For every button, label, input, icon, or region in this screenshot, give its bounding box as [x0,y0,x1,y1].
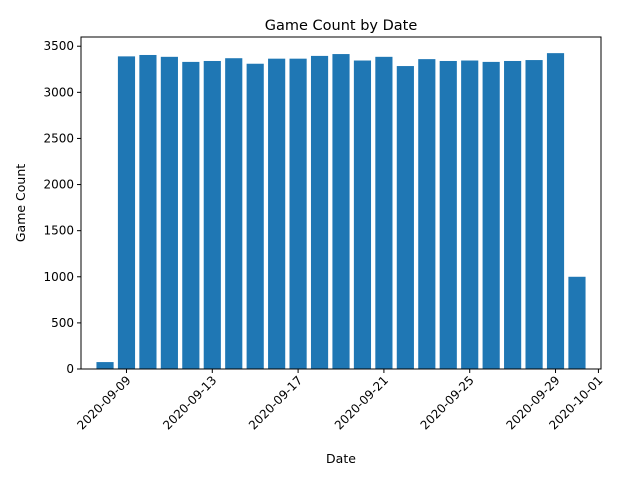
bar [117,56,136,370]
bar [353,60,372,370]
y-tick-label: 0 [66,362,74,376]
y-axis-label: Game Count [13,164,28,242]
bar [203,60,221,369]
x-tick-label: 2020-09-17 [246,373,305,432]
bar [546,53,565,369]
bar [375,56,393,369]
y-tick-label: 500 [51,316,74,330]
bar [310,55,329,369]
x-axis-label: Date [326,451,356,466]
bar [525,60,543,370]
bar [246,63,264,370]
x-tick-label: 2020-09-13 [160,373,219,432]
bar [568,276,586,369]
x-axis: 2020-09-09 2020-09-13 2020-09-17 2020-09-21… [74,369,606,432]
y-axis: 0 500 1000 1500 2000 2500 3000 3500 [43,39,81,376]
bar [268,58,286,370]
y-tick-label: 1500 [43,224,74,238]
y-tick-label: 3000 [43,85,74,99]
bar [482,61,500,370]
bars-group [96,53,586,370]
bar [461,60,479,370]
y-tick-label: 2500 [43,131,74,145]
y-tick-label: 2000 [43,178,74,192]
bar [332,54,350,370]
bar [139,54,157,369]
bar [182,61,200,370]
bar [396,66,414,370]
bar [96,362,114,369]
chart-title: Game Count by Date [265,18,418,34]
y-tick-label: 1000 [43,270,74,284]
y-tick-label: 3500 [43,39,74,53]
x-tick-label: 2020-09-21 [332,373,391,432]
x-tick-label: 2020-09-09 [74,373,133,432]
bar [504,60,522,369]
bar [225,58,243,370]
x-tick-label: 2020-09-25 [418,373,477,432]
plot-frame [80,36,602,370]
bar [289,58,307,370]
bar [418,59,436,369]
bar [439,60,457,369]
bar [160,56,178,369]
